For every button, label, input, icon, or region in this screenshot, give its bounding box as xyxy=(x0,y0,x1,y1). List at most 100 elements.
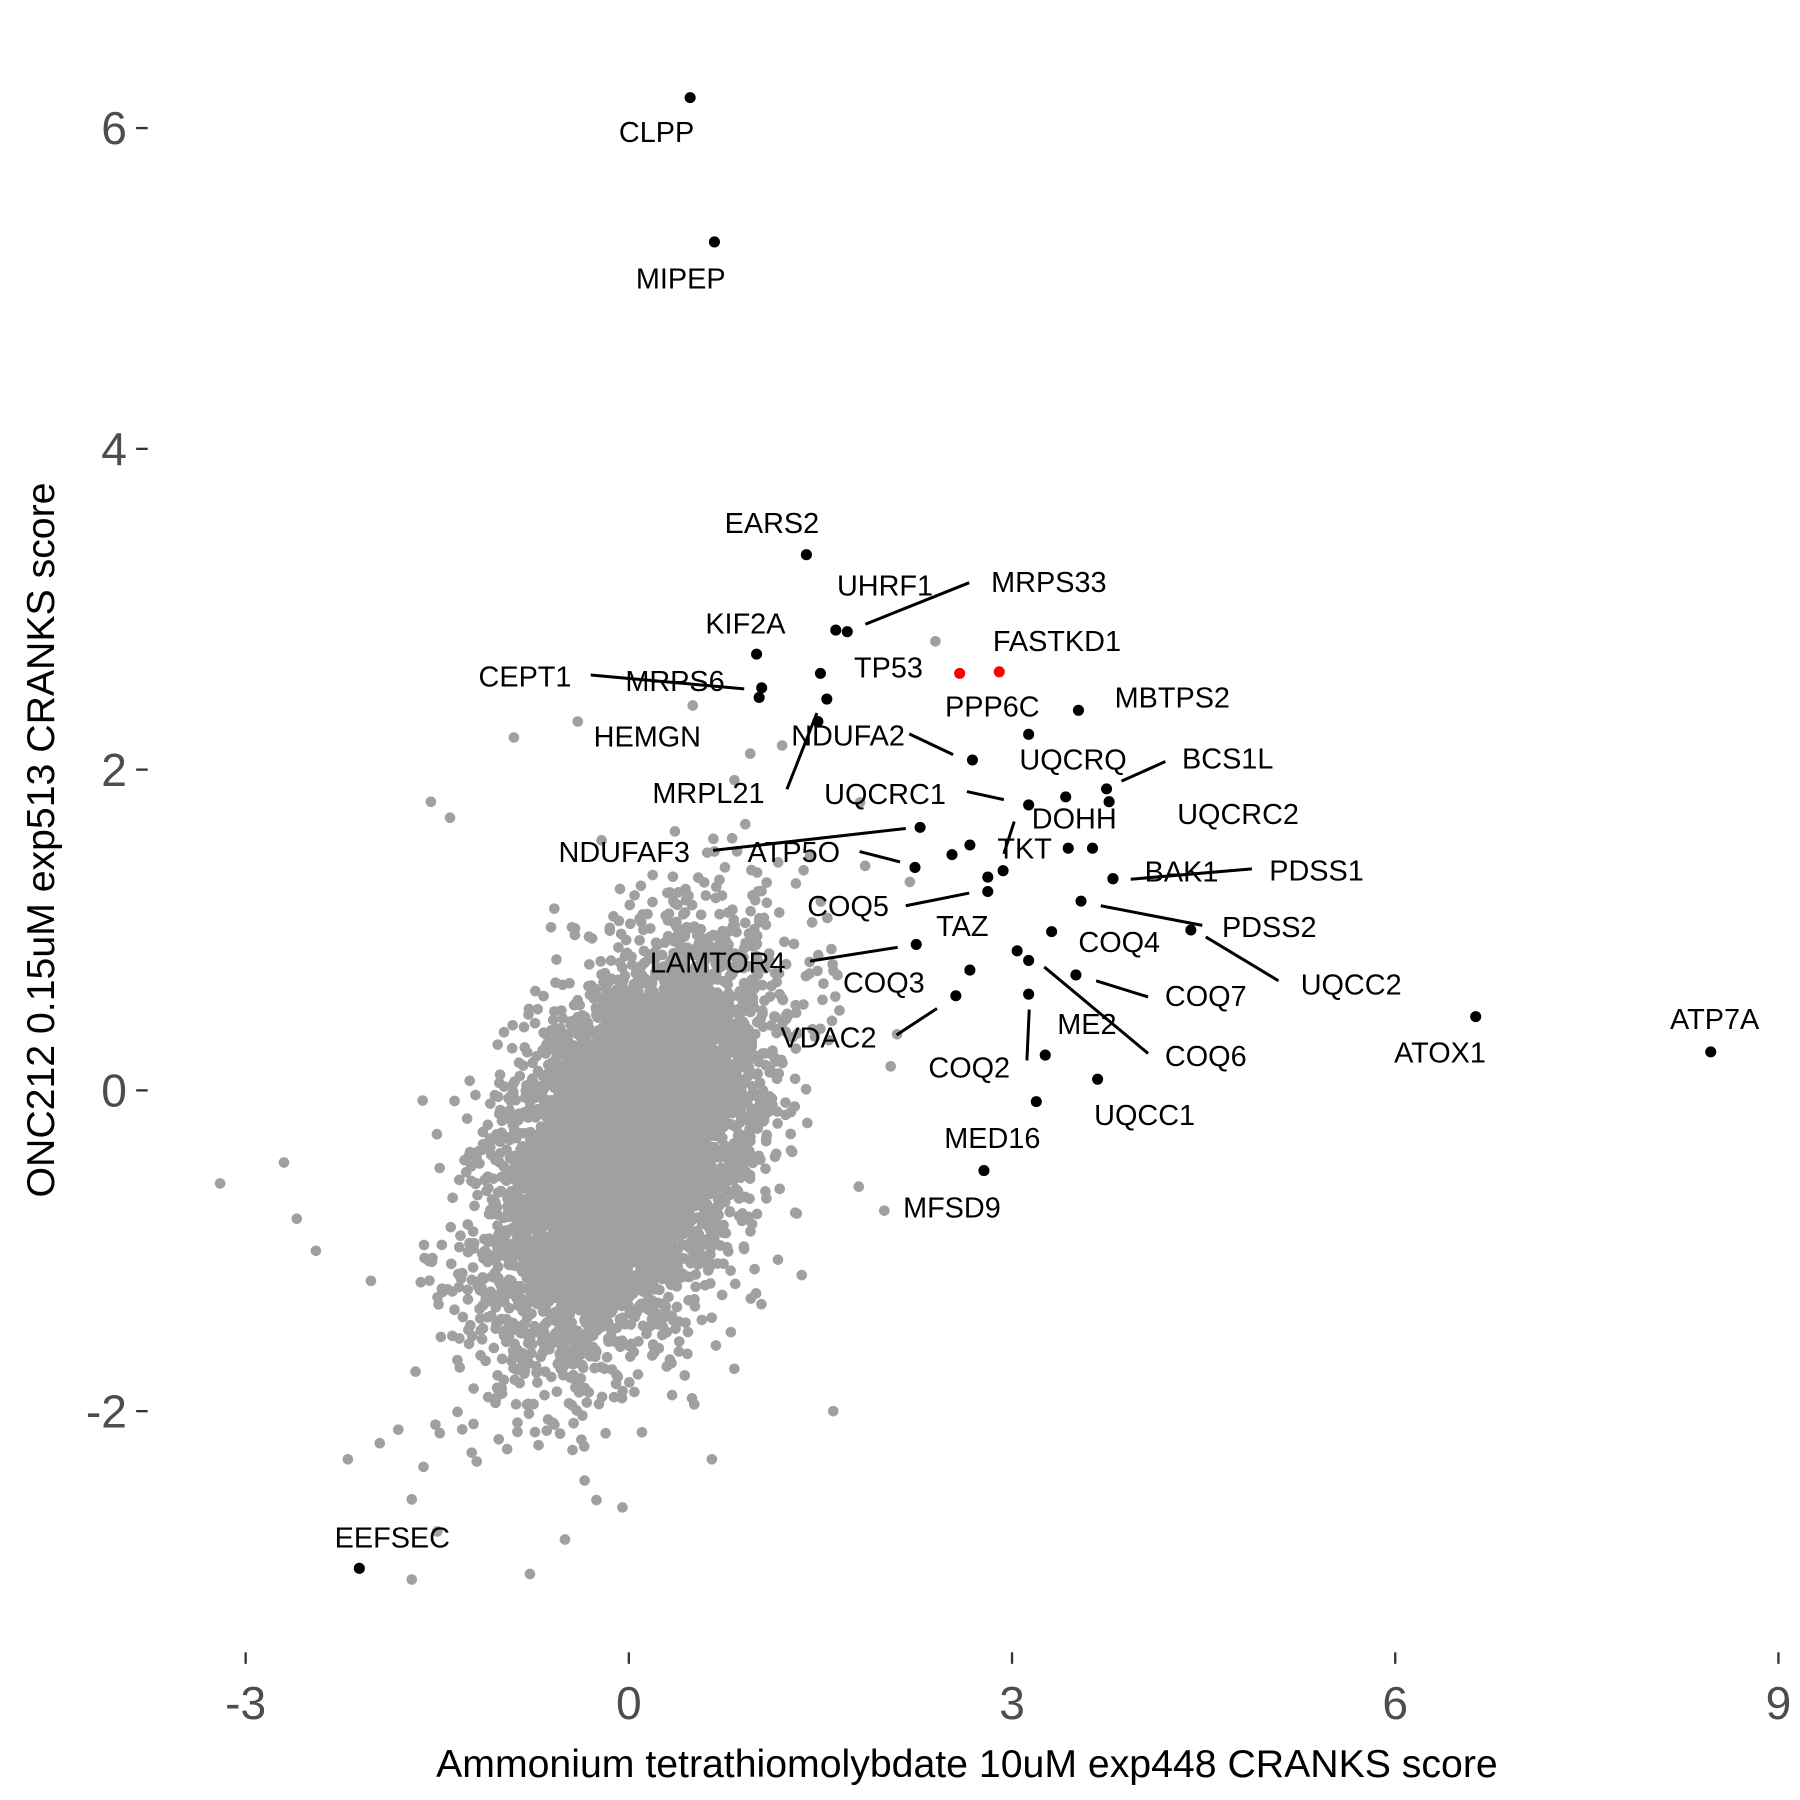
background-point xyxy=(564,977,575,989)
background-point xyxy=(498,1374,510,1386)
background-point xyxy=(501,1144,512,1156)
background-point xyxy=(750,1288,762,1299)
background-point xyxy=(494,1069,506,1080)
background-point xyxy=(524,1333,536,1344)
background-point xyxy=(801,1117,813,1129)
background-point xyxy=(513,1057,525,1069)
background-point xyxy=(568,1417,579,1429)
background-point xyxy=(623,1377,635,1388)
background-point xyxy=(710,892,722,904)
background-point xyxy=(576,1359,588,1371)
background-point xyxy=(537,1347,548,1359)
background-point xyxy=(771,1106,783,1117)
background-point xyxy=(714,908,725,920)
background-point xyxy=(673,1316,685,1327)
background-point xyxy=(537,1070,549,1082)
background-point xyxy=(817,994,828,1006)
background-point xyxy=(507,1019,518,1031)
background-point xyxy=(475,1350,486,1361)
background-point xyxy=(495,1185,507,1197)
background-point xyxy=(760,919,772,931)
background-point xyxy=(463,1338,475,1350)
background-point xyxy=(456,1424,468,1435)
background-point xyxy=(679,1370,691,1381)
background-point xyxy=(636,1426,648,1438)
background-point xyxy=(584,959,595,970)
background-point xyxy=(467,1226,479,1237)
background-point xyxy=(485,1286,497,1297)
background-point xyxy=(780,1097,791,1108)
background-point xyxy=(759,1048,771,1059)
background-point xyxy=(503,1302,515,1314)
background-point xyxy=(636,960,647,972)
background-point xyxy=(418,1239,430,1251)
background-point xyxy=(663,908,675,920)
background-point xyxy=(647,869,658,881)
background-point xyxy=(512,1417,523,1428)
background-point xyxy=(751,930,763,942)
background-point xyxy=(454,1362,466,1373)
background-point xyxy=(663,1291,674,1303)
background-point xyxy=(638,945,650,957)
background-point xyxy=(759,995,770,1007)
background-point xyxy=(541,1425,553,1436)
background-point xyxy=(790,1007,802,1019)
background-point xyxy=(460,1166,472,1178)
background-point xyxy=(462,1294,474,1305)
background-point xyxy=(818,978,829,989)
background-point xyxy=(779,936,790,948)
background-point xyxy=(549,1006,560,1017)
background-point xyxy=(589,1362,600,1374)
background-point xyxy=(418,1461,429,1473)
background-point xyxy=(632,1369,644,1380)
background-point xyxy=(600,1427,611,1439)
background-point xyxy=(754,1077,766,1089)
background-point xyxy=(742,1136,754,1148)
background-point xyxy=(485,1310,497,1321)
background-point xyxy=(789,1073,801,1085)
background-points xyxy=(214,636,941,1585)
background-point xyxy=(547,1014,559,1026)
background-point xyxy=(682,1348,693,1360)
background-point xyxy=(722,1246,734,1257)
background-point xyxy=(698,877,710,888)
background-point xyxy=(634,935,645,946)
background-point xyxy=(516,1140,528,1152)
background-point xyxy=(696,1314,708,1326)
background-point xyxy=(645,923,656,934)
background-point xyxy=(832,969,843,981)
background-point xyxy=(756,1298,767,1310)
background-point xyxy=(557,1013,569,1024)
background-point xyxy=(706,1312,717,1323)
background-point xyxy=(854,797,866,808)
background-point xyxy=(392,1424,404,1435)
background-point xyxy=(690,1281,701,1293)
background-point xyxy=(679,907,691,918)
background-point xyxy=(452,1406,463,1418)
background-point xyxy=(708,833,719,845)
background-point xyxy=(424,1275,435,1286)
background-point xyxy=(551,1386,563,1397)
background-point xyxy=(431,1128,443,1140)
background-point xyxy=(769,1011,780,1022)
background-point xyxy=(493,1433,505,1445)
background-point xyxy=(777,994,789,1006)
background-point xyxy=(637,909,648,920)
background-point xyxy=(815,1023,826,1035)
background-point xyxy=(524,1568,536,1580)
background-point xyxy=(434,1427,446,1439)
background-point xyxy=(725,1326,737,1338)
background-point xyxy=(763,948,775,959)
background-point xyxy=(727,968,738,979)
background-point xyxy=(735,1172,747,1184)
background-point xyxy=(467,1262,479,1273)
background-point xyxy=(656,1329,668,1341)
background-point xyxy=(498,1026,510,1038)
background-point xyxy=(581,1397,593,1408)
background-point xyxy=(454,1174,465,1186)
background-point xyxy=(672,899,683,911)
background-point xyxy=(427,1252,438,1264)
background-point xyxy=(475,1325,487,1336)
background-point xyxy=(815,896,827,907)
